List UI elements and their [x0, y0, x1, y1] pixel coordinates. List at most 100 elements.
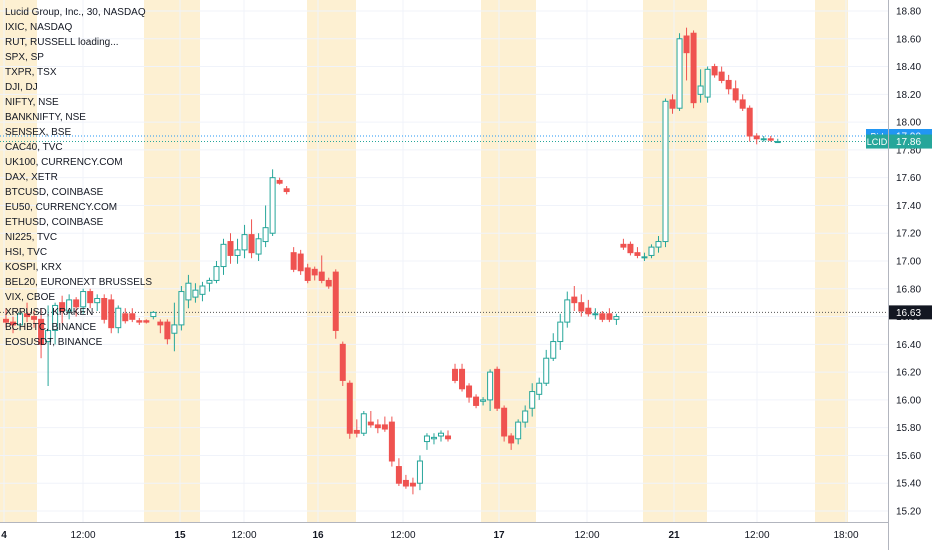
candle-body — [536, 382, 543, 395]
legend-item[interactable]: NIFTY, NSE — [5, 97, 59, 108]
candle-body — [732, 88, 739, 101]
candle-body — [402, 479, 409, 487]
legend-item[interactable]: XRPUSD, KRAKEN — [5, 307, 94, 318]
crosshair-price-badge-value: 16.63 — [896, 308, 921, 319]
candle-body — [45, 329, 52, 343]
legend-item[interactable]: CAC40, TVC — [5, 142, 63, 153]
legend-title[interactable]: Lucid Group, Inc., 30, NASDAQ — [5, 7, 146, 18]
price-tick-label: 17.20 — [896, 229, 921, 240]
legend-item[interactable]: BEL20, EURONEXT BRUSSELS — [5, 277, 153, 288]
candle-body — [501, 407, 508, 437]
candle-body — [753, 135, 760, 140]
candle-body — [220, 243, 227, 268]
candle-body — [641, 256, 648, 259]
time-tick-label: 12:00 — [744, 530, 769, 541]
candle-body — [311, 268, 318, 276]
legend-item[interactable]: VIX, CBOE — [5, 292, 56, 303]
price-axis[interactable]: 15.2015.4015.6015.8016.0016.2016.4016.60… — [888, 0, 932, 550]
candle-body — [599, 313, 606, 320]
legend-item[interactable]: DJI, DJ — [5, 82, 38, 93]
candle-body — [592, 313, 599, 316]
candle-body — [297, 253, 304, 272]
candle-body — [255, 238, 262, 255]
candle-body — [367, 421, 374, 426]
candle-body — [480, 399, 487, 402]
candle-body — [52, 304, 59, 331]
legend-item[interactable]: BTCUSD, COINBASE — [5, 187, 104, 198]
candle-body — [725, 79, 732, 90]
price-tick-label: 17.80 — [896, 145, 921, 156]
legend-item[interactable]: EU50, CURRENCY.COM — [5, 202, 118, 213]
candle-body — [627, 243, 634, 254]
last-price-badge-value: 17.86 — [896, 137, 921, 148]
candle-body — [66, 299, 73, 312]
legend-item[interactable]: SENSEX, BSE — [5, 127, 72, 138]
candle-body — [704, 68, 711, 98]
time-tick-label: 21 — [668, 530, 680, 541]
candle-body — [199, 285, 206, 295]
candle-body — [122, 313, 129, 322]
time-tick-label: 12:00 — [574, 530, 599, 541]
legend-item[interactable]: HSI, TVC — [5, 247, 48, 258]
price-tick-label: 16.20 — [896, 368, 921, 379]
candle-body — [353, 429, 360, 434]
symbol-legend: Lucid Group, Inc., 30, NASDAQ IXIC, NASD… — [5, 5, 152, 350]
candle-body — [473, 396, 480, 406]
candle-body — [332, 271, 339, 331]
legend-item[interactable]: IXIC, NASDAQ — [5, 22, 73, 33]
candle-body — [325, 279, 332, 287]
price-tick-label: 17.40 — [896, 201, 921, 212]
legend-item[interactable]: ETHUSD, COINBASE — [5, 217, 104, 228]
candle-body — [94, 298, 101, 304]
legend-item[interactable]: KOSPI, KRX — [5, 262, 62, 273]
legend-item[interactable]: RUT, RUSSELL loading... — [5, 37, 119, 48]
candle-body — [234, 249, 241, 256]
candle-body — [452, 368, 459, 381]
candle-body — [676, 38, 683, 109]
candle-body — [487, 371, 494, 401]
legend-item[interactable]: EOSUSDT, BINANCE — [5, 337, 103, 348]
legend-item[interactable]: SPX, SP — [5, 52, 44, 63]
candle-body — [24, 313, 31, 318]
candle-body — [164, 321, 171, 340]
candle-body — [634, 252, 641, 256]
candle-body — [613, 316, 620, 320]
time-tick-label: 12:00 — [70, 530, 95, 541]
candle-body — [248, 234, 255, 254]
legend-item[interactable]: DAX, XETR — [5, 172, 58, 183]
price-tick-label: 17.00 — [896, 257, 921, 268]
last-price-badge-value-box — [889, 134, 932, 149]
candle-body — [143, 320, 150, 323]
candle-body — [437, 432, 444, 437]
time-tick-label: 4 — [1, 530, 7, 541]
crosshair-price-badge-value-box — [889, 305, 932, 320]
time-tick-label: 16 — [312, 530, 324, 541]
candle-body — [774, 141, 781, 144]
candle-body — [3, 318, 9, 323]
candle-body — [262, 227, 269, 243]
time-axis[interactable]: 4 12:00 15 12:00 16 12:00 17 12:00 21 12:00 18:00 — [0, 522, 888, 550]
legend-item[interactable]: TXPR, TSX — [5, 67, 57, 78]
legend-item[interactable]: NI225, TVC — [5, 232, 58, 243]
candle-body — [80, 291, 87, 308]
time-tick-label: 12:00 — [231, 530, 256, 541]
price-tick-label: 15.60 — [896, 451, 921, 462]
candle-body — [192, 289, 199, 298]
candle-body — [578, 302, 585, 312]
candle-body — [620, 243, 627, 248]
candle-body — [10, 321, 17, 326]
time-tick-label: 12:00 — [390, 530, 415, 541]
price-tick-label: 18.60 — [896, 34, 921, 45]
candle-body — [466, 385, 473, 398]
price-tick-label: 17.60 — [896, 173, 921, 184]
legend-item[interactable]: BCHBTC, BINANCE — [5, 322, 97, 333]
legend-item[interactable]: BANKNIFTY, NSE — [5, 112, 86, 123]
candle-body — [648, 246, 655, 256]
legend-item[interactable]: UK100, CURRENCY.COM — [5, 157, 123, 168]
candle-body — [508, 435, 515, 444]
candlestick-series — [3, 27, 781, 495]
candle-body — [395, 466, 402, 484]
candle-body — [550, 341, 557, 359]
price-tick-label: 16.80 — [896, 284, 921, 295]
